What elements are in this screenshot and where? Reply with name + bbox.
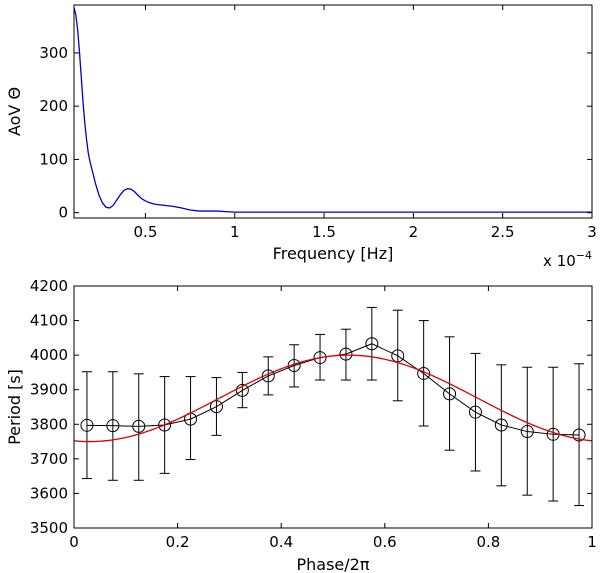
- x-tick-label: 3: [587, 223, 597, 241]
- y-tick-label: 3700: [30, 450, 68, 468]
- x-tick-label: 1: [587, 533, 597, 551]
- y-axis-label: AoV Θ: [5, 87, 24, 136]
- y-tick-label: 200: [39, 97, 68, 115]
- x-tick-label: 0: [69, 533, 79, 551]
- plot-frame: [73, 4, 593, 219]
- data-point-marker: [339, 347, 353, 361]
- data-point-marker: [313, 351, 327, 365]
- data-point-marker: [287, 359, 301, 373]
- data-point-marker: [261, 369, 275, 383]
- y-tick-label: 3900: [30, 381, 68, 399]
- data-point-marker: [158, 418, 172, 432]
- sinusoid-fit-line: [73, 354, 593, 443]
- x-tick-label: 2: [409, 223, 419, 241]
- aov-periodogram-panel: 0.5 1 1.5 2 2.5 3 0 100 200 300 Frequency [Hz] AoV …: [5, 4, 597, 270]
- data-point-marker: [132, 419, 146, 433]
- y-tick-label: 3600: [30, 484, 68, 502]
- data-point-marker: [391, 349, 405, 363]
- data-point-marker: [572, 428, 586, 442]
- phase-period-panel: 0 0.2 0.4 0.6 0.8 1 3500 3600 3700 3800 3900 4000 41…: [5, 277, 597, 573]
- y-axis-label: Period [s]: [5, 369, 24, 445]
- data-point-marker: [106, 419, 120, 433]
- x-tick-label: 0.8: [476, 533, 500, 551]
- y-tick-label: 4200: [30, 277, 68, 295]
- y-tick-label: 3500: [30, 519, 68, 537]
- x-tick-label: 1: [230, 223, 240, 241]
- data-point-marker: [365, 337, 379, 351]
- plot-frame: [73, 285, 593, 529]
- data-point-marker: [235, 383, 249, 397]
- x-axis-label: Frequency [Hz]: [273, 244, 394, 263]
- data-point-marker: [443, 387, 457, 401]
- data-point-marker: [520, 425, 534, 439]
- data-point-marker: [417, 366, 431, 380]
- y-tick-label: 300: [39, 44, 68, 62]
- y-tick-label: 3800: [30, 415, 68, 433]
- data-point-marker: [80, 418, 94, 432]
- y-tick-label: 4100: [30, 312, 68, 330]
- x-axis-label: Phase/2π: [297, 555, 370, 573]
- x-tick-label: 0.5: [134, 223, 158, 241]
- y-tick-label: 100: [39, 150, 68, 168]
- data-point-marker: [468, 405, 482, 419]
- y-tick-label: 0: [58, 204, 68, 222]
- data-point-marker: [209, 400, 223, 414]
- data-point-marker: [494, 418, 508, 432]
- series-line-0: [86, 343, 580, 436]
- x-tick-label: 0.4: [269, 533, 293, 551]
- x-tick-label: 2.5: [491, 223, 515, 241]
- x-tick-label: 0.6: [373, 533, 397, 551]
- series-line-0: [73, 7, 592, 213]
- x-tick-label: 0.2: [166, 533, 190, 551]
- y-tick-label: 4000: [30, 346, 68, 364]
- x-tick-label: 1.5: [312, 223, 336, 241]
- x-axis-multiplier: x 10−4: [543, 249, 592, 270]
